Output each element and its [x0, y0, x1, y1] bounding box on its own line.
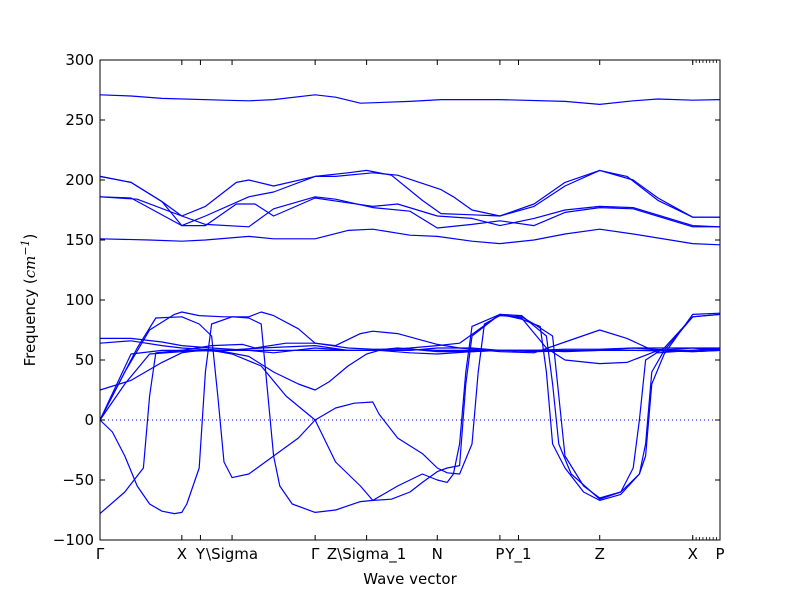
band-line-13 [99, 313, 721, 499]
y-tick-label: 0 [84, 411, 94, 429]
y-axis-unit-close: ) [21, 234, 39, 240]
x-axis: Γ X Y \Sigma Γ Z\Sigma_1 N P Y_1 Z X P [96, 60, 725, 564]
y-tick-label: 200 [65, 171, 94, 189]
x-tick-label: X [688, 545, 698, 563]
x-tick-label: X [177, 545, 187, 563]
y-tick-label: 150 [65, 231, 94, 249]
x-tick-label: Y [195, 545, 206, 563]
y-tick-label: 50 [75, 351, 94, 369]
y-axis: −100 −50 0 50 100 150 200 250 300 [53, 51, 720, 549]
y-axis-label-text: Frequency [21, 289, 39, 367]
y-tick-label: −50 [62, 471, 94, 489]
x-axis-label: Wave vector [363, 570, 457, 588]
band-line-1 [99, 94, 721, 106]
x-tick-label: Z\Sigma_1 [327, 545, 406, 564]
x-tick-label: \Sigma [206, 545, 258, 563]
band-line-4 [99, 196, 721, 228]
y-tick-label: −100 [53, 531, 94, 549]
band-line-14 [99, 312, 721, 515]
x-tick-label: Γ [96, 545, 105, 563]
band-line-15 [99, 313, 721, 501]
x-tick-label: N [432, 545, 443, 563]
y-axis-unit-exponent: −1 [19, 239, 32, 255]
x-tick-label: Γ [311, 545, 320, 563]
band-line-5 [99, 196, 720, 229]
plot-frame [99, 59, 721, 541]
y-tick-label: 300 [65, 51, 94, 69]
y-axis-label: Frequency (cm−1) [19, 234, 39, 367]
band-line-6 [99, 228, 721, 246]
x-tick-label: Y_1 [504, 545, 531, 564]
y-tick-label: 250 [65, 111, 94, 129]
x-tick-label: P [495, 545, 504, 563]
band-line-9 [99, 342, 721, 421]
y-axis-unit: cm [21, 256, 39, 279]
band-line-12 [99, 347, 721, 391]
band-line-2 [99, 169, 720, 218]
x-tick-label: Z [595, 545, 605, 563]
band-line-10 [100, 337, 721, 353]
x-tick-label: P [715, 545, 724, 563]
band-line-8 [99, 313, 720, 515]
y-axis-unit-open: ( [21, 278, 39, 284]
band-line-3 [99, 169, 720, 227]
series-layer [99, 94, 721, 515]
band-line-7 [99, 311, 721, 421]
y-tick-label: 100 [65, 291, 94, 309]
